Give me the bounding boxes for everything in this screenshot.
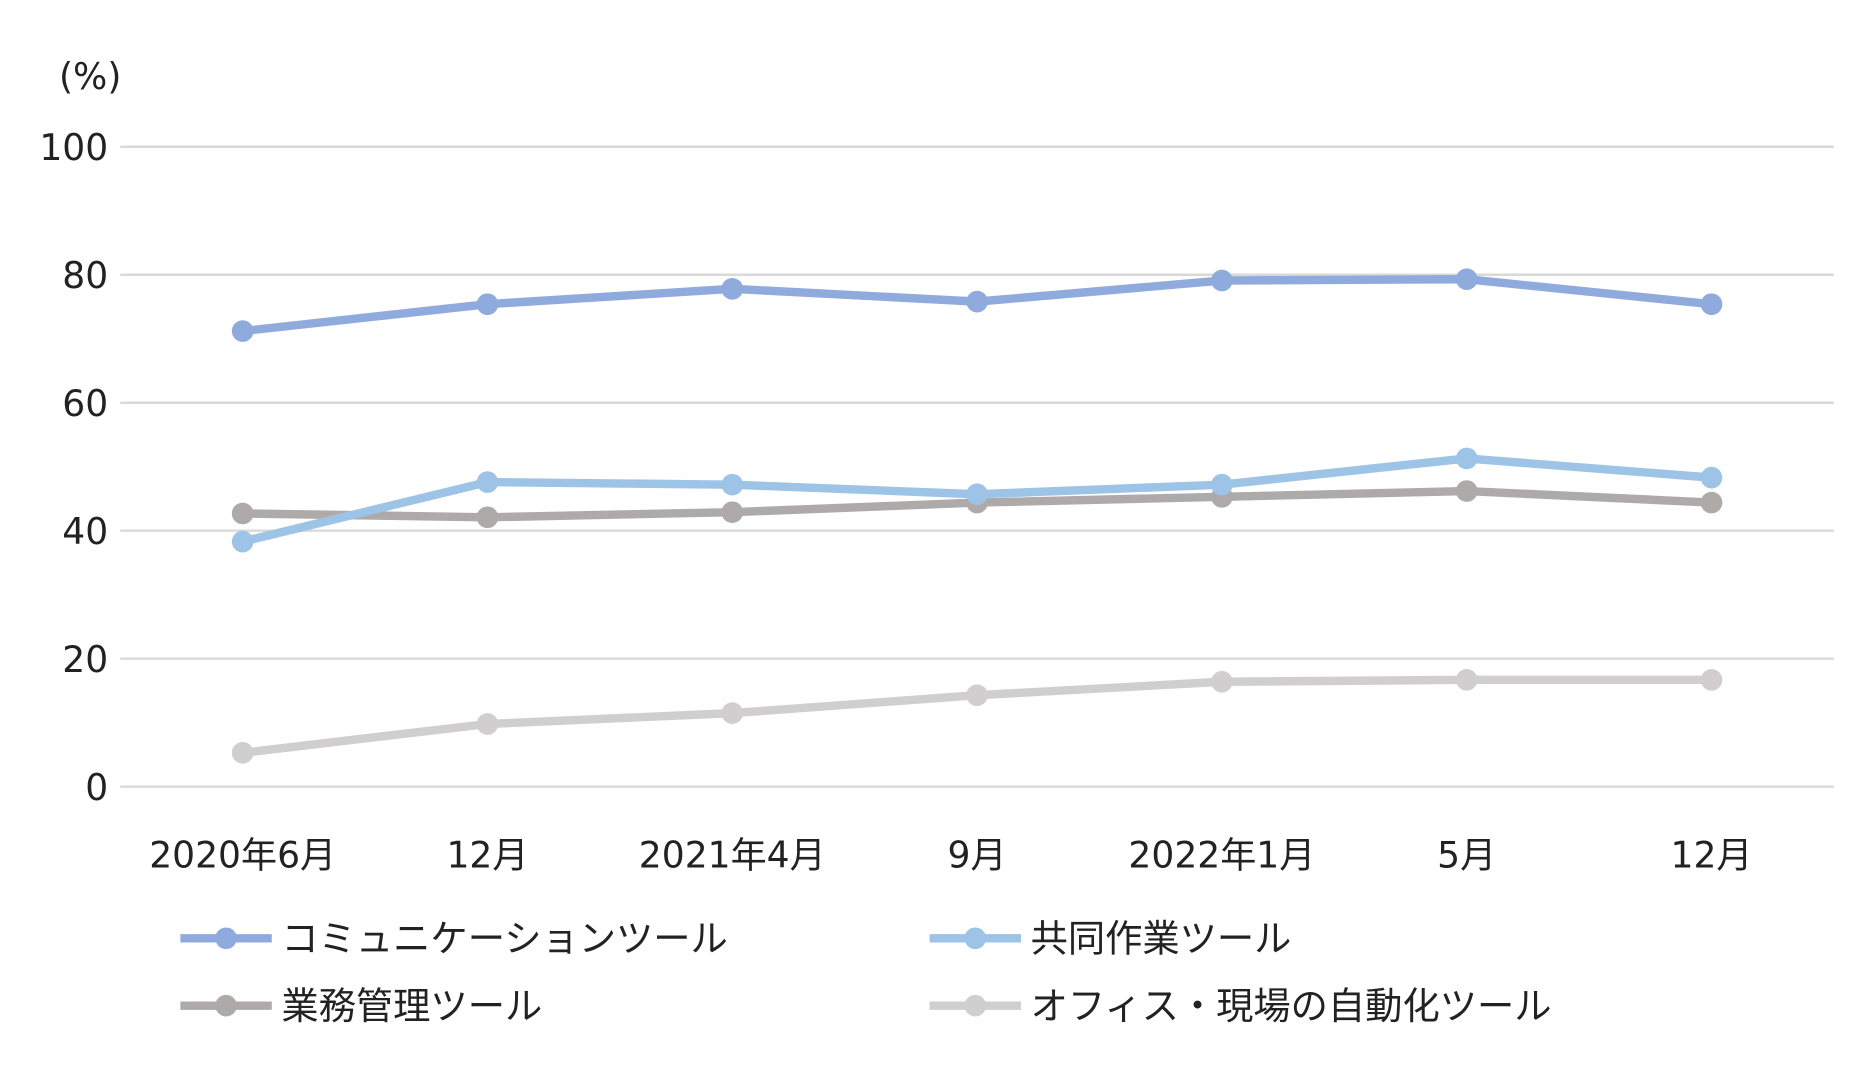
- legend-label: コミュニケーションツール: [281, 917, 727, 961]
- y-tick-label: 100: [39, 127, 108, 169]
- y-tick-label: 80: [62, 255, 108, 297]
- data-point: [1700, 491, 1723, 514]
- legend-label: 業務管理ツール: [281, 984, 542, 1028]
- legend-swatch-marker: [964, 994, 987, 1017]
- x-tick-label: 9月: [948, 834, 1007, 876]
- x-tick-label: 5月: [1437, 834, 1496, 876]
- data-point: [476, 713, 499, 735]
- data-point: [966, 483, 988, 506]
- data-point: [966, 684, 988, 707]
- series-0: [231, 268, 1723, 342]
- data-point: [1455, 447, 1478, 470]
- x-tick-label: 2020年6月: [149, 834, 336, 876]
- data-point: [1700, 293, 1723, 316]
- legend-label: オフィス・現場の自動化ツール: [1031, 984, 1552, 1028]
- data-point: [231, 741, 254, 764]
- data-point: [1455, 669, 1478, 691]
- data-point: [1700, 669, 1723, 691]
- y-tick-label: 0: [85, 767, 108, 809]
- data-point: [1211, 473, 1233, 496]
- data-point: [721, 501, 744, 524]
- data-point: [966, 290, 988, 313]
- series-3: [231, 669, 1723, 764]
- series-1: [231, 447, 1723, 553]
- x-tick-label: 2022年1月: [1128, 834, 1315, 876]
- legend-item: コミュニケーションツール: [180, 917, 728, 961]
- x-tick-label: 2021年4月: [639, 834, 826, 876]
- data-point: [1455, 480, 1478, 502]
- legend-swatch-marker: [215, 927, 237, 950]
- data-point: [1211, 269, 1233, 292]
- data-point: [721, 473, 744, 496]
- y-tick-label: 60: [62, 383, 108, 425]
- data-point: [1455, 268, 1478, 291]
- y-tick-label: 20: [62, 639, 108, 681]
- legend-item: オフィス・現場の自動化ツール: [929, 984, 1552, 1028]
- y-tick-label: 40: [62, 511, 108, 553]
- data-point: [1211, 670, 1233, 693]
- legend-swatch-marker: [215, 994, 237, 1017]
- y-axis-unit-label: (%): [59, 56, 121, 98]
- x-tick-label: 12月: [446, 834, 528, 876]
- legend-item: 業務管理ツール: [180, 984, 542, 1028]
- legend-label: 共同作業ツール: [1031, 917, 1292, 961]
- data-point: [476, 471, 499, 493]
- data-point: [1700, 466, 1723, 489]
- legend-item: 共同作業ツール: [929, 917, 1292, 961]
- data-point: [231, 530, 254, 553]
- data-point: [476, 293, 499, 316]
- data-point: [721, 278, 744, 300]
- data-point: [476, 506, 499, 529]
- data-point: [231, 320, 254, 342]
- data-point: [721, 702, 744, 724]
- data-point: [231, 502, 254, 525]
- legend-swatch-marker: [964, 927, 987, 950]
- x-tick-label: 12月: [1671, 834, 1753, 876]
